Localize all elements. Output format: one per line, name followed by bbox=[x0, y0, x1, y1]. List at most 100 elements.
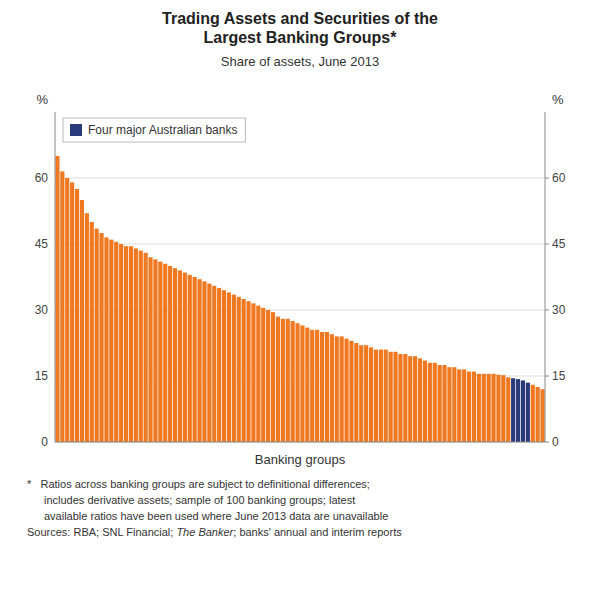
bar bbox=[305, 328, 309, 442]
bar bbox=[442, 365, 446, 442]
bar bbox=[398, 354, 402, 442]
y2-tick-label: 45 bbox=[552, 237, 566, 251]
grid-line bbox=[55, 244, 545, 245]
x-axis-line bbox=[55, 442, 545, 443]
bar bbox=[320, 332, 324, 442]
bar bbox=[242, 299, 246, 442]
bar bbox=[393, 352, 397, 442]
source-part: The Banker bbox=[176, 526, 234, 538]
bar bbox=[540, 389, 544, 442]
bar bbox=[325, 332, 329, 442]
bar bbox=[340, 336, 344, 442]
grid-line bbox=[55, 442, 545, 443]
title: Trading Assets and Securities of the bbox=[162, 10, 438, 27]
y2-tick bbox=[545, 244, 549, 245]
legend: Four major Australian banks bbox=[63, 118, 245, 142]
bar bbox=[281, 319, 285, 442]
bar bbox=[129, 246, 133, 442]
bar bbox=[217, 288, 221, 442]
bar bbox=[207, 284, 211, 442]
bar bbox=[178, 270, 182, 442]
title: Largest Banking Groups* bbox=[204, 29, 398, 46]
bar bbox=[276, 317, 280, 442]
bar bbox=[516, 379, 520, 442]
bar bbox=[148, 257, 152, 442]
y-tick-label: 60 bbox=[35, 171, 49, 185]
y-axis-label: % bbox=[36, 92, 48, 107]
bar bbox=[212, 286, 216, 442]
y-tick-label: 0 bbox=[41, 435, 48, 449]
y2-tick-label: 60 bbox=[552, 171, 566, 185]
bar bbox=[359, 345, 363, 442]
bar bbox=[310, 330, 314, 442]
bar bbox=[477, 374, 481, 442]
bar bbox=[418, 358, 422, 442]
bar bbox=[295, 323, 299, 442]
bar bbox=[70, 182, 74, 442]
bar bbox=[521, 380, 525, 442]
chart: Trading Assets and Securities of the Larg… bbox=[0, 0, 600, 603]
bar bbox=[496, 375, 500, 442]
bar bbox=[472, 372, 476, 442]
y2-axis-line bbox=[545, 112, 546, 442]
bar bbox=[261, 308, 265, 442]
bar bbox=[389, 352, 393, 442]
bar bbox=[134, 248, 138, 442]
bar bbox=[286, 319, 290, 442]
bar bbox=[335, 336, 339, 442]
bar bbox=[438, 365, 442, 442]
footnote: available ratios have been used where Ju… bbox=[44, 510, 388, 522]
bar bbox=[99, 233, 103, 442]
bar bbox=[433, 363, 437, 442]
x-axis-label: Banking groups bbox=[255, 452, 346, 467]
bar bbox=[251, 303, 255, 442]
y2-tick bbox=[545, 178, 549, 179]
bar bbox=[55, 156, 59, 442]
bar bbox=[413, 356, 417, 442]
bar bbox=[291, 321, 295, 442]
bar bbox=[531, 385, 535, 442]
grid-line bbox=[55, 178, 545, 179]
subtitle: Share of assets, June 2013 bbox=[221, 54, 379, 69]
bar bbox=[379, 350, 383, 442]
bar bbox=[197, 279, 201, 442]
source-part: ; banks' annual and interim reports bbox=[233, 526, 402, 538]
bar bbox=[163, 264, 167, 442]
bar bbox=[403, 354, 407, 442]
bar bbox=[349, 341, 353, 442]
bar bbox=[119, 244, 123, 442]
source-part: Sources: RBA; SNL Financial; bbox=[27, 526, 176, 538]
bar bbox=[482, 374, 486, 442]
y-tick-label: 15 bbox=[35, 369, 49, 383]
bar bbox=[183, 273, 187, 442]
bar bbox=[506, 377, 510, 442]
bar bbox=[114, 242, 118, 442]
y-axis-line bbox=[55, 112, 56, 442]
bar bbox=[374, 350, 378, 442]
bar bbox=[511, 378, 515, 442]
bar bbox=[193, 277, 197, 442]
bar bbox=[462, 369, 466, 442]
bar bbox=[60, 171, 64, 442]
bar bbox=[95, 229, 99, 442]
grid-line bbox=[55, 310, 545, 311]
bar bbox=[90, 222, 94, 442]
bar bbox=[85, 213, 89, 442]
bar bbox=[153, 259, 157, 442]
bar bbox=[232, 295, 236, 442]
bar bbox=[256, 306, 260, 442]
y2-axis-label: % bbox=[552, 92, 564, 107]
bar bbox=[457, 369, 461, 442]
y2-tick bbox=[545, 310, 549, 311]
bar bbox=[173, 268, 177, 442]
legend-label: Four major Australian banks bbox=[88, 123, 237, 137]
bar bbox=[222, 290, 226, 442]
y-tick-label: 30 bbox=[35, 303, 49, 317]
bar bbox=[467, 372, 471, 442]
bar bbox=[487, 374, 491, 442]
bar bbox=[408, 356, 412, 442]
bar bbox=[354, 343, 358, 442]
bar bbox=[384, 350, 388, 442]
bar bbox=[300, 325, 304, 442]
bar bbox=[202, 281, 206, 442]
